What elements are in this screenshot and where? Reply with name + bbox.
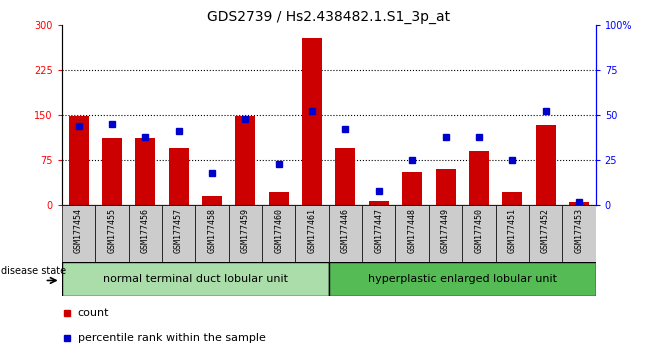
FancyBboxPatch shape bbox=[162, 205, 195, 262]
Text: count: count bbox=[78, 308, 109, 318]
FancyBboxPatch shape bbox=[296, 205, 329, 262]
Bar bbox=[569, 202, 589, 205]
FancyBboxPatch shape bbox=[128, 205, 162, 262]
FancyBboxPatch shape bbox=[62, 262, 329, 296]
Bar bbox=[269, 192, 289, 205]
Bar bbox=[503, 192, 522, 205]
Text: GSM177456: GSM177456 bbox=[141, 208, 150, 253]
FancyBboxPatch shape bbox=[262, 205, 296, 262]
FancyBboxPatch shape bbox=[195, 205, 229, 262]
FancyBboxPatch shape bbox=[229, 205, 262, 262]
Bar bbox=[436, 169, 456, 205]
FancyBboxPatch shape bbox=[62, 205, 95, 262]
FancyBboxPatch shape bbox=[429, 205, 462, 262]
FancyBboxPatch shape bbox=[362, 205, 396, 262]
Text: GSM177455: GSM177455 bbox=[107, 208, 117, 253]
Text: GSM177461: GSM177461 bbox=[307, 208, 316, 253]
Bar bbox=[469, 151, 489, 205]
Bar bbox=[335, 148, 355, 205]
Text: GSM177460: GSM177460 bbox=[274, 208, 283, 253]
Text: GSM177450: GSM177450 bbox=[475, 208, 484, 253]
Text: hyperplastic enlarged lobular unit: hyperplastic enlarged lobular unit bbox=[368, 274, 557, 284]
Title: GDS2739 / Hs2.438482.1.S1_3p_at: GDS2739 / Hs2.438482.1.S1_3p_at bbox=[207, 10, 450, 24]
Bar bbox=[135, 138, 155, 205]
FancyBboxPatch shape bbox=[396, 205, 429, 262]
Text: GSM177458: GSM177458 bbox=[208, 208, 217, 253]
Bar bbox=[536, 125, 556, 205]
Bar bbox=[102, 138, 122, 205]
FancyBboxPatch shape bbox=[329, 205, 362, 262]
Bar bbox=[236, 116, 255, 205]
Text: GSM177451: GSM177451 bbox=[508, 208, 517, 253]
Text: GSM177446: GSM177446 bbox=[341, 208, 350, 253]
Text: percentile rank within the sample: percentile rank within the sample bbox=[78, 333, 266, 343]
FancyBboxPatch shape bbox=[95, 205, 128, 262]
Text: normal terminal duct lobular unit: normal terminal duct lobular unit bbox=[103, 274, 288, 284]
FancyBboxPatch shape bbox=[329, 262, 596, 296]
FancyBboxPatch shape bbox=[462, 205, 495, 262]
Text: GSM177453: GSM177453 bbox=[574, 208, 583, 253]
Bar bbox=[169, 148, 189, 205]
Bar bbox=[302, 38, 322, 205]
Text: GSM177448: GSM177448 bbox=[408, 208, 417, 253]
Text: disease state: disease state bbox=[1, 266, 66, 276]
Text: GSM177457: GSM177457 bbox=[174, 208, 183, 253]
Bar bbox=[369, 200, 389, 205]
Text: GSM177449: GSM177449 bbox=[441, 208, 450, 253]
FancyBboxPatch shape bbox=[529, 205, 562, 262]
FancyBboxPatch shape bbox=[562, 205, 596, 262]
FancyBboxPatch shape bbox=[495, 205, 529, 262]
Text: GSM177459: GSM177459 bbox=[241, 208, 250, 253]
Text: GSM177447: GSM177447 bbox=[374, 208, 383, 253]
Bar bbox=[402, 172, 422, 205]
Text: GSM177454: GSM177454 bbox=[74, 208, 83, 253]
Bar bbox=[202, 196, 222, 205]
Text: GSM177452: GSM177452 bbox=[541, 208, 550, 253]
Bar bbox=[68, 116, 89, 205]
